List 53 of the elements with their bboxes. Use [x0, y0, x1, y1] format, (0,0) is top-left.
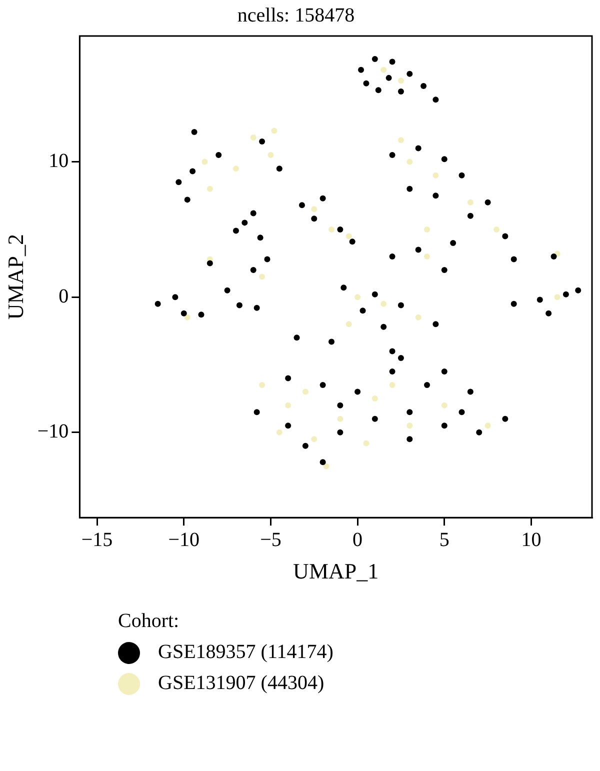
chart-title: ncells: 158478: [237, 4, 355, 26]
point: [406, 422, 413, 429]
point: [441, 402, 448, 408]
point: [424, 254, 430, 260]
point: [380, 300, 387, 307]
point: [363, 440, 370, 446]
point: [206, 186, 213, 192]
x-tick-label: 5: [439, 528, 450, 551]
point: [493, 226, 500, 232]
point: [432, 172, 439, 178]
point: [389, 382, 396, 388]
point: [268, 152, 274, 158]
point: [467, 199, 474, 206]
point: [398, 78, 404, 84]
point: [184, 314, 190, 320]
point: [424, 226, 430, 232]
point: [232, 166, 239, 172]
point: [354, 294, 361, 300]
point: [323, 463, 330, 470]
y-tick-label: −10: [37, 420, 69, 443]
point: [346, 233, 352, 240]
point: [285, 402, 292, 408]
point: [271, 128, 278, 134]
point: [406, 158, 413, 165]
x-axis-title: UMAP_1: [293, 558, 379, 584]
point: [484, 422, 491, 429]
legend-title: Cohort:: [118, 610, 180, 633]
y-tick-label: 0: [58, 285, 69, 308]
point: [380, 66, 387, 73]
point: [415, 314, 422, 320]
point: [372, 396, 378, 402]
point: [311, 436, 318, 442]
point: [202, 158, 208, 165]
x-tick-label: −15: [81, 528, 113, 551]
point: [250, 134, 256, 140]
point: [311, 206, 318, 212]
point: [276, 429, 282, 436]
y-axis-title: UMAP_2: [2, 234, 28, 320]
point: [259, 274, 266, 280]
point: [337, 416, 344, 422]
point: [554, 294, 560, 300]
legend-label: GSE189357 (114174): [158, 641, 334, 664]
x-tick-label: −5: [260, 528, 282, 551]
point: [398, 137, 404, 144]
point: [328, 226, 334, 232]
x-tick-label: −10: [168, 528, 200, 551]
point: [259, 382, 266, 388]
y-tick-label: 10: [48, 150, 69, 172]
point: [302, 388, 308, 395]
x-tick-label: 0: [352, 528, 363, 551]
point: [346, 321, 352, 328]
legend-label: GSE131907 (44304): [158, 672, 324, 695]
x-tick-label: 10: [521, 528, 542, 551]
